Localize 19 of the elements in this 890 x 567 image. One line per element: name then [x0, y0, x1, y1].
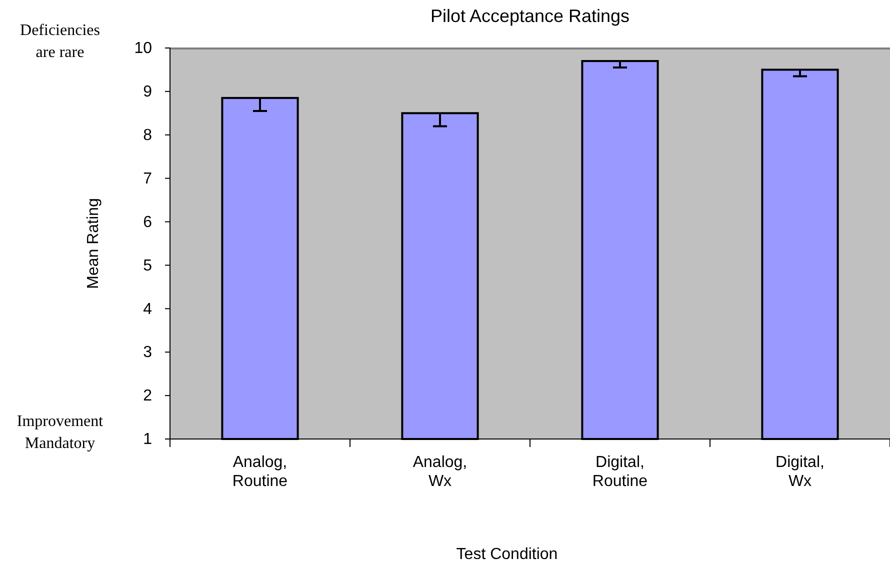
y-tick-label: 5 — [143, 257, 152, 274]
x-tick-label: Digital, Wx — [776, 454, 824, 490]
y-tick-label: 9 — [143, 84, 152, 101]
y-axis-title: Mean Rating — [85, 198, 102, 289]
y-tick-label: 8 — [143, 127, 152, 144]
text: Deficiencies are rare — [20, 22, 100, 61]
x-axis-title: Test Condition — [456, 546, 558, 563]
y-tick-label: 3 — [143, 344, 152, 362]
y-tick-label: 10 — [134, 40, 152, 58]
y-tick-label: 7 — [143, 170, 152, 188]
y-tick-label: 6 — [143, 214, 152, 231]
x-tick-label: Digital, Routine — [592, 454, 648, 490]
y-tick-label: 2 — [143, 388, 152, 405]
chart-title: Pilot Acceptance Ratings — [430, 6, 630, 26]
text: Improvement Mandatory — [16, 413, 104, 452]
y-tick-label: 4 — [143, 300, 152, 318]
x-tick-label: Analog, Wx — [412, 454, 468, 490]
y-tick-label: 1 — [143, 431, 152, 448]
x-tick-label: Analog, Routine — [232, 454, 288, 490]
